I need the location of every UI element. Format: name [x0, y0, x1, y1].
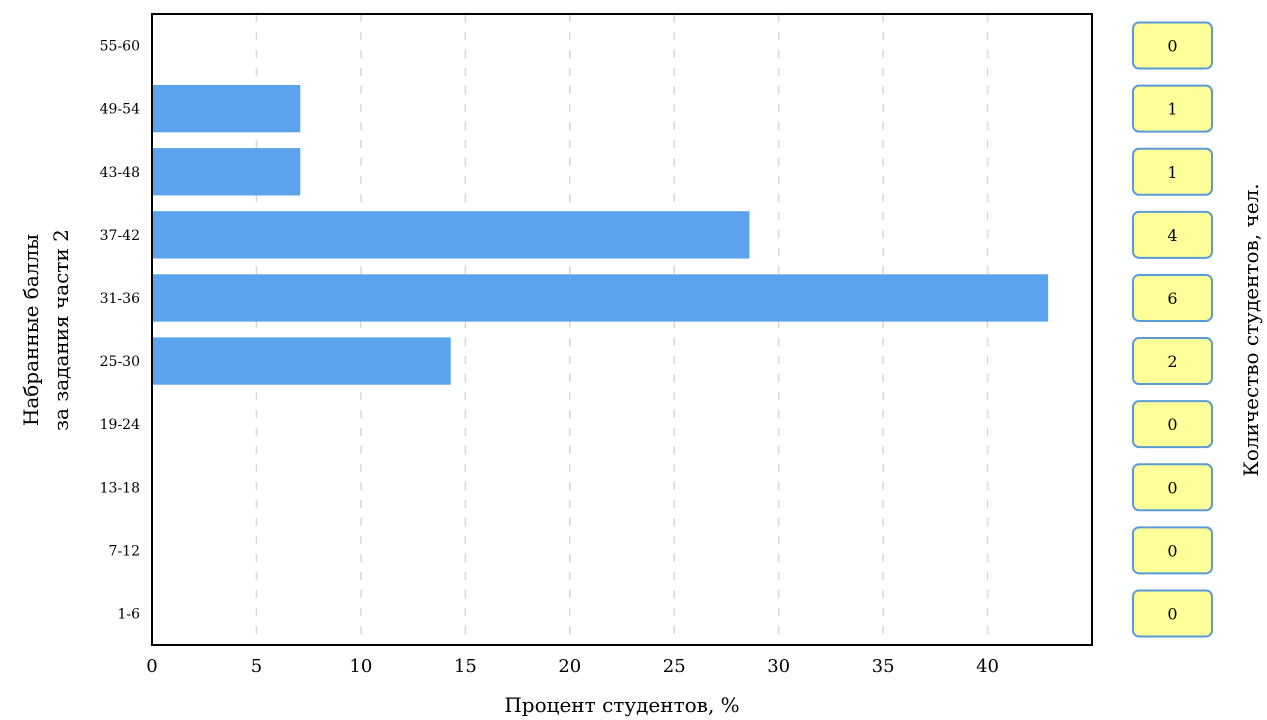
x-tick-label: 40: [976, 656, 999, 677]
right-axis-title: Количество студентов, чел.: [1239, 183, 1263, 476]
count-box-bg: [1132, 273, 1213, 322]
y-tick-label: 55-60: [100, 39, 140, 55]
y-tick-label: 43-48: [100, 165, 140, 181]
y-tick-label: 7-12: [109, 543, 140, 559]
count-box-bg: [1132, 526, 1213, 575]
y-axis-title-line2: за задания части 2: [49, 229, 73, 431]
count-label: 1: [1167, 163, 1177, 182]
x-tick-label: 5: [251, 656, 262, 677]
count-box-49-54: 1: [1132, 84, 1213, 133]
x-tick-label: 10: [349, 656, 372, 677]
count-box-bg: [1132, 147, 1213, 196]
bar-31-36: [152, 274, 1049, 322]
x-tick-label: 20: [558, 656, 581, 677]
count-box-bg: [1132, 84, 1213, 133]
count-label: 2: [1167, 352, 1177, 371]
count-label: 0: [1167, 478, 1177, 497]
bars: [152, 84, 1049, 385]
count-box-31-36: 6: [1132, 273, 1213, 322]
x-tick-label: 30: [767, 656, 790, 677]
y-tick-label: 25-30: [100, 354, 140, 370]
x-tick-labels: 0 5 10 15 20 25 30 35 40: [146, 656, 999, 677]
count-label: 0: [1167, 541, 1177, 560]
count-label: 4: [1167, 226, 1177, 245]
count-box-bg: [1132, 400, 1213, 449]
count-box-bg: [1132, 21, 1213, 70]
count-box-37-42: 4: [1132, 210, 1213, 259]
count-boxes: 0 0 0 0 2 6 4 1 1 0: [1132, 21, 1213, 638]
count-box-bg: [1132, 463, 1213, 512]
x-tick-label: 35: [872, 656, 895, 677]
count-box-13-18: 0: [1132, 463, 1213, 512]
count-box-bg: [1132, 337, 1213, 386]
count-box-bg: [1132, 589, 1213, 638]
count-label: 0: [1167, 37, 1177, 56]
plot-frame: [151, 13, 1093, 646]
x-tick-label: 15: [454, 656, 477, 677]
y-tick-label: 1-6: [117, 606, 140, 622]
y-tick-label: 19-24: [100, 417, 140, 433]
y-tick-label: 13-18: [100, 480, 140, 496]
y-axis-title-line1: Набранные баллы: [19, 234, 43, 426]
grid-lines: [255, 14, 989, 645]
x-tick-label: 0: [146, 656, 157, 677]
y-tick-label: 31-36: [100, 291, 140, 307]
count-box-43-48: 1: [1132, 147, 1213, 196]
y-tick-label: 49-54: [100, 102, 140, 118]
y-tick-label: 37-42: [100, 228, 140, 244]
count-label: 0: [1167, 415, 1177, 434]
count-box-25-30: 2: [1132, 337, 1213, 386]
count-box-7-12: 0: [1132, 526, 1213, 575]
bar-37-42: [152, 211, 750, 259]
count-box-bg: [1132, 210, 1213, 259]
y-tick-labels: 1-6 7-12 13-18 19-24 25-30 31-36 37-42 43-48 49-…: [100, 39, 140, 623]
bar-25-30: [152, 337, 451, 385]
count-label: 1: [1167, 100, 1177, 119]
count-label: 0: [1167, 604, 1177, 623]
count-box-19-24: 0: [1132, 400, 1213, 449]
count-box-55-60: 0: [1132, 21, 1213, 70]
x-axis-title: Процент студентов, %: [504, 693, 739, 717]
bar-43-48: [152, 148, 301, 196]
bar-49-54: [152, 84, 301, 133]
count-box-1-6: 0: [1132, 589, 1213, 638]
x-tick-label: 25: [663, 656, 686, 677]
count-label: 6: [1167, 289, 1177, 308]
